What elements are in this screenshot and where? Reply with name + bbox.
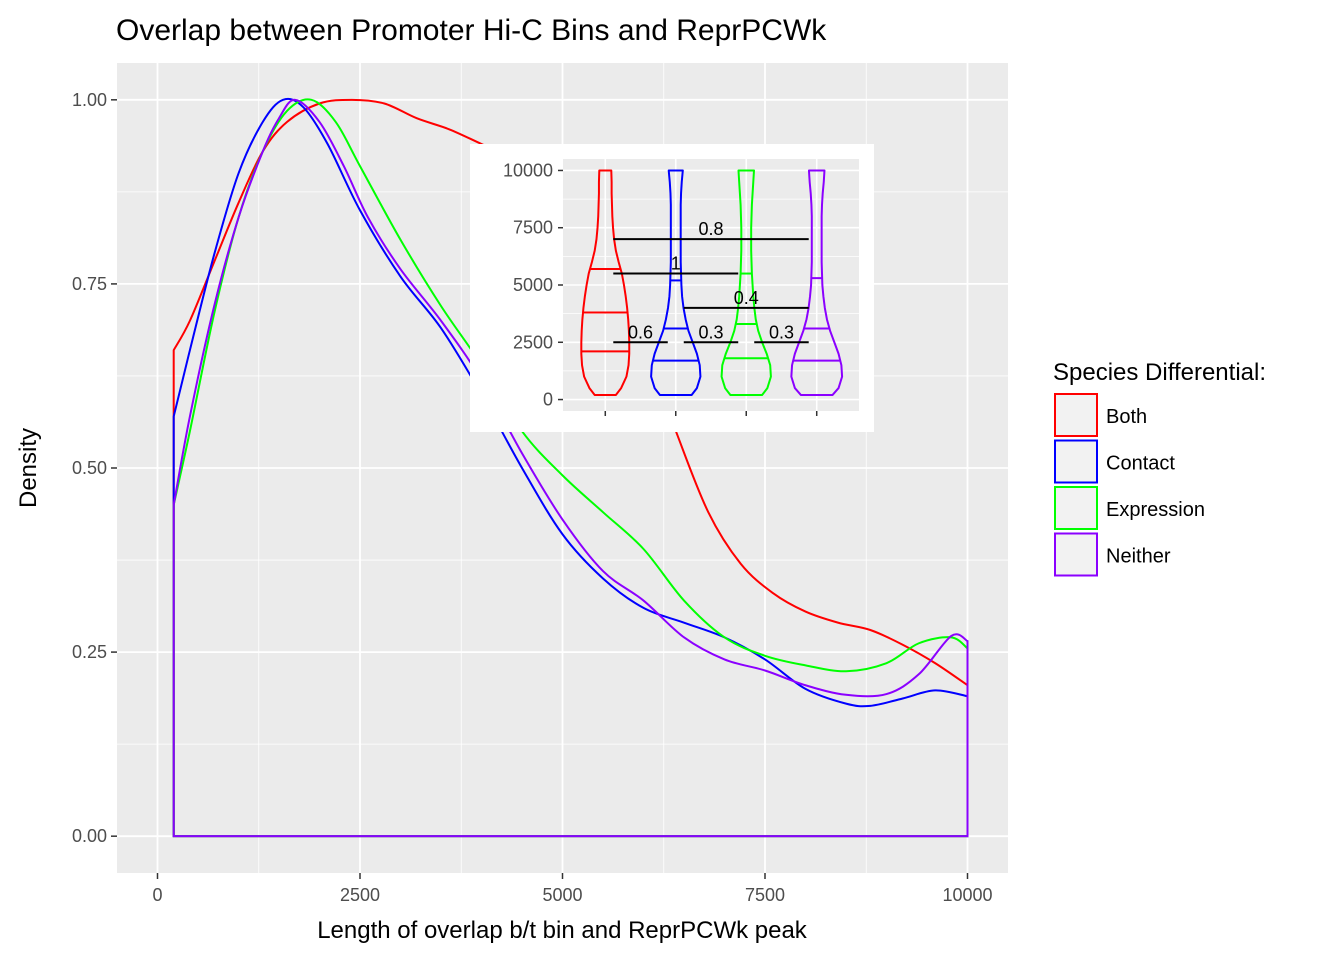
violin-neither <box>790 169 844 396</box>
y-axis-title: Density <box>15 428 42 508</box>
density-curve-contact <box>172 97 969 838</box>
x-tick-label: 10000 <box>942 885 992 905</box>
y-tick-label: 1.00 <box>72 90 107 110</box>
legend-key-neither <box>1054 532 1098 577</box>
inset-violin-plot: 0 2500 5000 7500 10000 0.6 0.3 0.3 0.4 1 0.8 <box>470 144 874 432</box>
comparison-pvalue-label: 1 <box>671 254 681 274</box>
inset-y-tick-label: 7500 <box>513 218 553 238</box>
y-tick-label: 0.50 <box>72 458 107 478</box>
comparison-pvalue-label: 0.6 <box>628 322 653 342</box>
violin-contact <box>650 169 702 396</box>
inset-y-tick-label: 2500 <box>513 332 553 352</box>
legend-title: Species Differential: <box>1053 359 1266 386</box>
legend-label-both: Both <box>1106 406 1147 428</box>
chart-title: Overlap between Promoter Hi-C Bins and R… <box>116 14 827 47</box>
inset-y-tick-label: 0 <box>543 390 553 410</box>
inset-y-tick-label: 10000 <box>503 160 553 180</box>
comparison-pvalue-label: 0.3 <box>698 322 723 342</box>
y-tick-label: 0.25 <box>72 642 107 662</box>
inset-y-tick-label: 5000 <box>513 275 553 295</box>
comparison-pvalue-label: 0.4 <box>734 288 759 308</box>
legend-key-contact <box>1054 439 1098 484</box>
axes: 0 2500 5000 7500 10000 0.00 0.25 0.50 0.75 1.00 <box>72 90 993 905</box>
legend-key-expression <box>1054 486 1098 530</box>
x-tick-label: 5000 <box>542 885 582 905</box>
violin-expression <box>720 169 772 396</box>
y-tick-label: 0.75 <box>72 274 107 294</box>
x-axis-title: Length of overlap b/t bin and ReprPCWk p… <box>317 917 808 944</box>
violin-both <box>580 169 631 396</box>
legend-key-both <box>1054 393 1098 437</box>
comparison-pvalue-label: 0.8 <box>698 219 723 239</box>
x-tick-label: 7500 <box>745 885 785 905</box>
x-tick-label: 2500 <box>340 885 380 905</box>
legend-label-expression: Expression <box>1106 499 1205 521</box>
legend-label-contact: Contact <box>1106 453 1175 475</box>
legend-label-neither: Neither <box>1106 546 1171 568</box>
x-tick-label: 0 <box>152 885 162 905</box>
legend: Species Differential: Both Contact Expressi… <box>1053 359 1266 577</box>
y-tick-label: 0.00 <box>72 826 107 846</box>
comparison-pvalue-label: 0.3 <box>769 322 794 342</box>
